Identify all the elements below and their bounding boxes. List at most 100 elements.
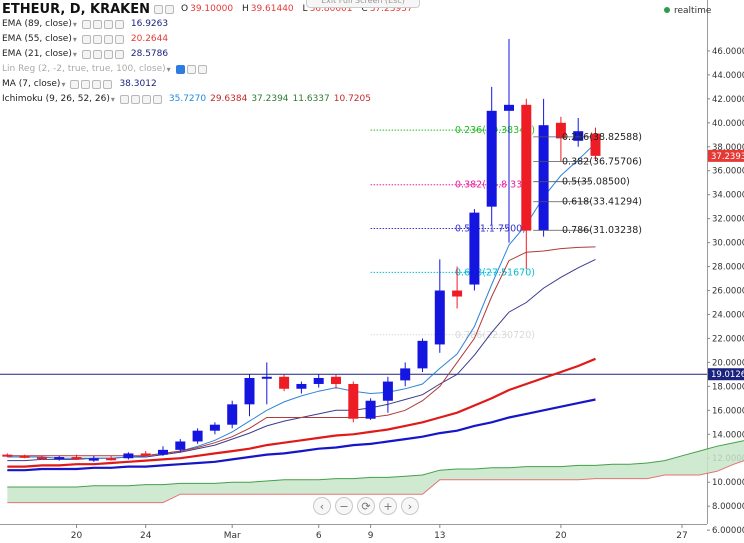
zoom-in-button[interactable]: + (379, 497, 397, 515)
scroll-right-button[interactable]: › (401, 497, 419, 515)
candle-body (36, 457, 47, 460)
time-tick-label: 9 (368, 531, 374, 541)
fib-right-label: 0.382(36.75706) (562, 157, 642, 168)
eye-icon[interactable] (81, 50, 91, 59)
candle-body (106, 458, 117, 461)
symbol-title[interactable]: ETHEUR, D, KRAKEN (2, 2, 151, 17)
eye-icon[interactable] (81, 20, 91, 29)
indicator-controls (81, 35, 126, 44)
candle-body (123, 453, 134, 459)
indicator-controls (81, 20, 126, 29)
candle-body (209, 424, 220, 431)
zoom-out-button[interactable]: − (335, 497, 353, 515)
candle-body (54, 457, 65, 460)
caret-down-icon[interactable]: ▾ (72, 50, 77, 59)
candle-body (590, 133, 601, 156)
close-icon[interactable] (114, 50, 124, 59)
close-icon[interactable] (152, 95, 162, 104)
eye-icon[interactable] (175, 65, 185, 74)
gear-icon[interactable] (92, 50, 102, 59)
time-tick-label: 27 (676, 531, 687, 541)
last-price-label-box (708, 149, 744, 162)
close-icon[interactable] (114, 35, 124, 44)
gear-icon[interactable] (186, 65, 196, 74)
candle-body (71, 457, 82, 460)
indicator-name[interactable]: EMA (21, close) (2, 49, 72, 59)
scroll-left-button[interactable]: ‹ (313, 497, 331, 515)
chart-nav-buttons: ‹ − ⟳ + › (313, 497, 423, 515)
indicator-name[interactable]: Lin Reg (2, -2, true, true, 100, close) (2, 64, 166, 74)
price-tick-label: 40.00000 (712, 119, 744, 129)
plus-icon[interactable] (103, 50, 113, 59)
candle-body (313, 377, 324, 384)
candle-body (331, 376, 341, 384)
plus-icon[interactable] (103, 35, 113, 44)
reset-button[interactable]: ⟳ (357, 497, 375, 515)
candle-body (140, 453, 151, 456)
candle-body (417, 340, 428, 369)
indicator-line (7, 357, 596, 468)
symbol-controls (154, 5, 176, 14)
ohlc-low: 36.80001 (309, 4, 353, 14)
plus-icon[interactable] (92, 80, 102, 89)
hline-price-label: 19.0126 (711, 370, 744, 380)
candle-body (434, 290, 445, 345)
indicator-name[interactable]: MA (7, close) (2, 79, 61, 89)
indicator-controls (81, 50, 126, 59)
indicator-line (7, 246, 596, 457)
plus-icon[interactable] (141, 95, 151, 104)
time-tick-label: 20 (71, 531, 83, 541)
exit-fullscreen-button[interactable]: Exit Full Screen (Esc) (306, 0, 420, 8)
candle-body (504, 104, 514, 111)
indicator-row-ma7: MA (7, close) ▾ 38.3012 (2, 77, 419, 92)
indicator-line (7, 142, 596, 459)
last-price-label: 37.23937 (711, 152, 744, 162)
indicator-name[interactable]: EMA (89, close) (2, 19, 72, 29)
ohlc-close: 37.23937 (369, 4, 413, 14)
candle-body (175, 441, 186, 450)
indicator-name[interactable]: Ichimoku (9, 26, 52, 26) (2, 94, 110, 104)
gear-icon[interactable] (92, 20, 102, 29)
eye-icon[interactable] (70, 80, 80, 89)
plus-icon[interactable] (103, 20, 113, 29)
candle-body (469, 212, 480, 285)
price-tick-label: 26.00000 (712, 287, 744, 297)
candle-body (521, 104, 532, 231)
indicator-row-ema21: EMA (21, close) ▾ 28.5786 (2, 47, 419, 62)
close-icon[interactable] (114, 20, 124, 29)
eye-icon[interactable] (119, 95, 129, 104)
candle-body (244, 377, 255, 405)
caret-down-icon[interactable]: ▾ (110, 95, 115, 104)
eye-icon[interactable] (154, 5, 164, 14)
caret-down-icon[interactable]: ▾ (72, 20, 77, 29)
ichimoku-lagging-value: 37.2394 (251, 94, 289, 104)
candle-body (261, 376, 272, 379)
caret-down-icon[interactable]: ▾ (72, 35, 77, 44)
gear-icon[interactable] (165, 5, 175, 14)
gear-icon[interactable] (92, 35, 102, 44)
ichimoku-conversion-value: 35.7270 (168, 94, 207, 104)
indicator-name[interactable]: EMA (55, close) (2, 34, 72, 44)
indicator-value: 16.9263 (130, 19, 169, 29)
price-tick-label: 38.00000 (712, 143, 744, 153)
price-tick-label: 14.00000 (712, 430, 744, 440)
price-tick-label: 10.00000 (712, 478, 744, 488)
ichimoku-lead1-value: 11.6337 (292, 94, 330, 104)
price-tick-label: 8.00000 (712, 502, 744, 512)
ohlc-readout: O 39.10000 H 39.61440 L 36.80001 C 37.23937 (181, 4, 413, 14)
indicator-value: 28.5786 (130, 49, 169, 59)
gear-icon[interactable] (130, 95, 140, 104)
fib-right-label: 0.786(31.03238) (562, 225, 642, 236)
candle-body (2, 454, 13, 457)
indicator-row-linreg: Lin Reg (2, -2, true, true, 100, close) ▾ (2, 62, 419, 77)
indicator-row-ichimoku: Ichimoku (9, 26, 52, 26) ▾ 35.7270 29.638… (2, 92, 419, 107)
time-tick-label: 20 (555, 531, 567, 541)
eye-icon[interactable] (81, 35, 91, 44)
close-icon[interactable] (103, 80, 113, 89)
caret-down-icon[interactable]: ▾ (166, 65, 171, 74)
gear-icon[interactable] (81, 80, 91, 89)
realtime-indicator: realtime (664, 6, 711, 16)
close-icon[interactable] (197, 65, 207, 74)
caret-down-icon[interactable]: ▾ (61, 80, 66, 89)
